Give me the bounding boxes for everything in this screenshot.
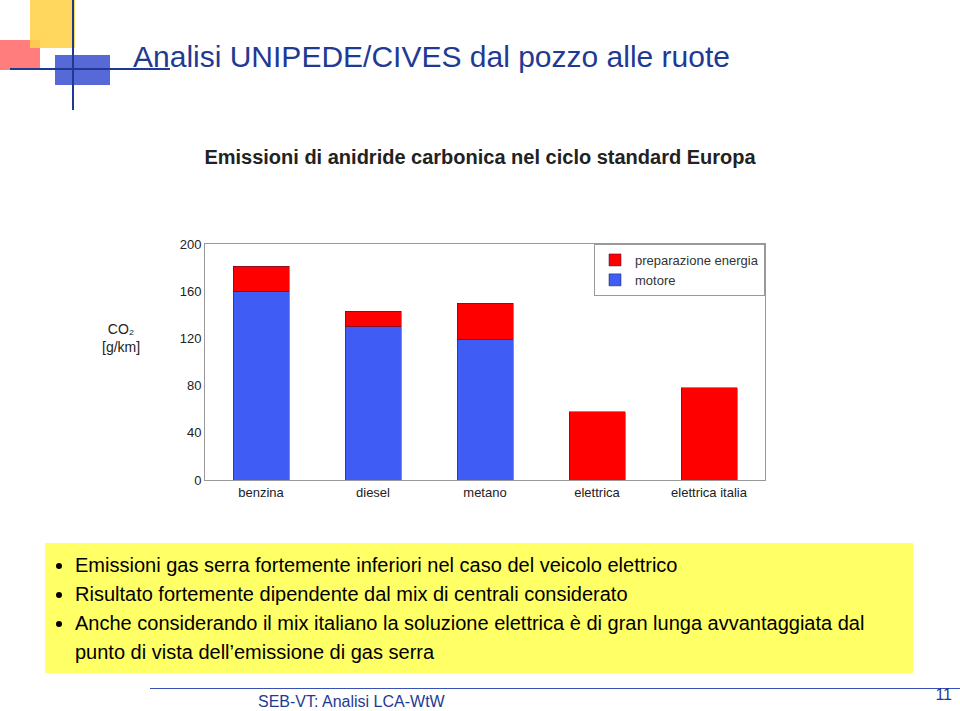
- html-text:Analisi UNIPEDE/CIVES dal pozz: Analisi UNIPEDE/CIVES dal pozzo alle ruo…: [133, 40, 730, 73]
- html-text:11: 11: [935, 686, 952, 703]
- html-text:Anche considerando il mix ital: Anche considerando il mix italiano la so…: [75, 612, 865, 663]
- svg-text:motore: motore: [635, 273, 675, 288]
- svg-text:elettrica italia: elettrica italia: [671, 485, 748, 500]
- html-text:Emissioni gas serra fortemente: Emissioni gas serra fortemente inferiori…: [75, 554, 678, 576]
- svg-text:benzina: benzina: [238, 485, 284, 500]
- svg-text:preparazione energia: preparazione energia: [635, 253, 759, 268]
- svg-text:metano: metano: [463, 485, 506, 500]
- svg-text:80: 80: [187, 378, 201, 393]
- svg-text:160: 160: [180, 284, 202, 299]
- html-text:Risultato fortemente dipendent: Risultato fortemente dipendente dal mix …: [75, 583, 628, 605]
- svg-text:0: 0: [194, 473, 201, 488]
- svg-text:elettrica: elettrica: [574, 485, 620, 500]
- svg-text:120: 120: [180, 331, 202, 346]
- svg-text:200: 200: [180, 237, 202, 252]
- html-text:SEB-VT: Analisi LCA-WtW: SEB-VT: Analisi LCA-WtW: [258, 693, 445, 710]
- svg-text:CO₂[g/km]: CO₂[g/km]: [102, 321, 140, 355]
- html-text:Emissioni di anidride carbonic: Emissioni di anidride carbonica nel cicl…: [204, 146, 756, 168]
- svg-text:diesel: diesel: [356, 485, 390, 500]
- svg-text:40: 40: [187, 425, 201, 440]
